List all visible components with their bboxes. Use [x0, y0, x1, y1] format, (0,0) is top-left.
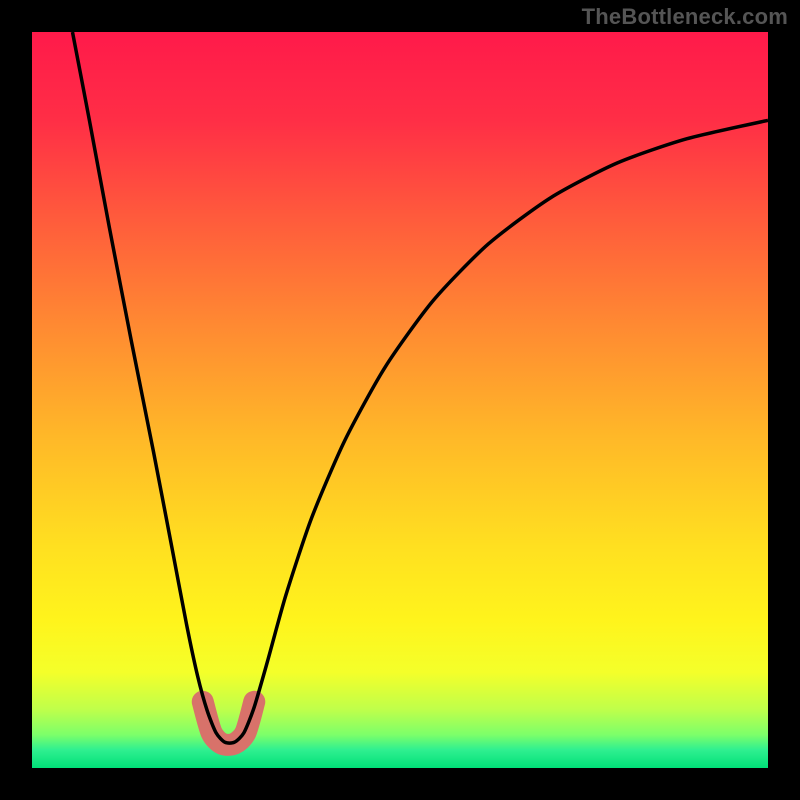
bottleneck-curve	[72, 32, 768, 743]
chart-curves	[32, 32, 768, 768]
chart-container: TheBottleneck.com	[0, 0, 800, 800]
watermark-text: TheBottleneck.com	[582, 4, 788, 30]
